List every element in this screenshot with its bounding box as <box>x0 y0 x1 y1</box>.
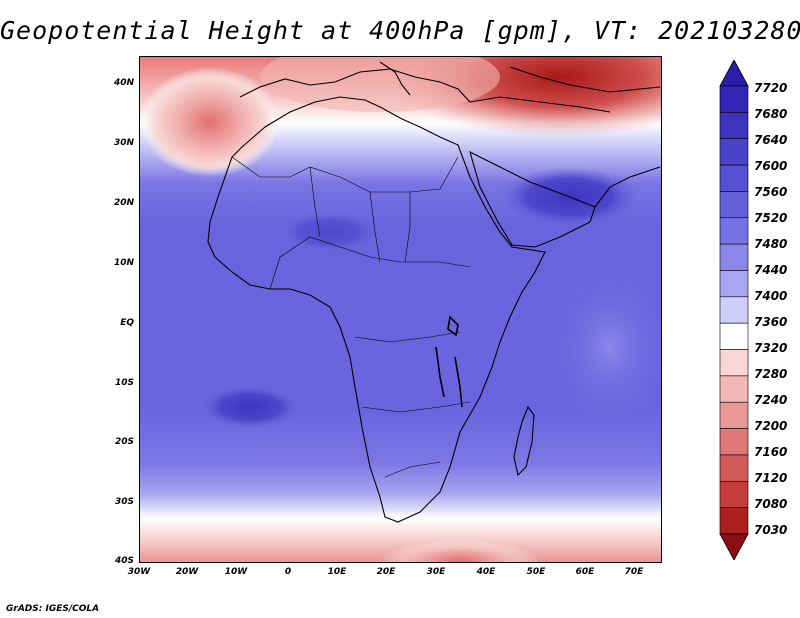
colorbar-swatch <box>719 138 749 166</box>
colorbar-label: 7640 <box>754 133 788 147</box>
lakes <box>435 315 463 408</box>
lon-label: 0 <box>284 567 292 577</box>
lon-label: 20W <box>175 567 199 577</box>
colorbar-label: 7720 <box>754 81 788 95</box>
colorbar-swatch <box>719 270 749 298</box>
lon-label: 70E <box>624 567 644 577</box>
colorbar-swatch <box>719 322 749 350</box>
height-field-map <box>140 57 661 562</box>
colorbar-label: 7360 <box>754 315 788 329</box>
colorbar-label: 7120 <box>754 471 788 485</box>
coastlines <box>207 61 661 523</box>
colorbar-top-triangle <box>719 60 749 87</box>
lon-label: 10E <box>327 567 347 577</box>
colorbar-label: 7240 <box>754 393 788 407</box>
lat-label: 30S <box>114 497 134 507</box>
lat-label: 40N <box>113 78 134 88</box>
low-height-north <box>260 57 500 112</box>
colorbar-label: 7160 <box>754 445 788 459</box>
lon-label: 20E <box>376 567 396 577</box>
lat-label: 30N <box>113 138 134 148</box>
colorbar-swatch <box>719 217 749 245</box>
colorbar-label: 7200 <box>754 419 788 433</box>
colorbar-label: 7560 <box>754 185 788 199</box>
colorbar-label: 7520 <box>754 211 788 225</box>
map-title: Geopotential Height at 400hPa [gpm], VT:… <box>0 16 800 45</box>
low-height-northwest <box>140 67 280 177</box>
high-height-atlantic <box>200 385 300 429</box>
colorbar-swatch <box>719 507 749 535</box>
colorbar-swatch <box>719 480 749 508</box>
colorbar-swatch <box>719 428 749 456</box>
colorbar-swatch <box>719 296 749 324</box>
map-plot <box>139 56 662 563</box>
colorbar-label: 7600 <box>754 159 788 173</box>
colorbar-swatch <box>719 375 749 403</box>
lon-label: 10W <box>224 567 248 577</box>
lat-label: EQ <box>120 318 134 328</box>
lat-label: 20S <box>114 437 134 447</box>
lat-label: 10S <box>114 378 134 388</box>
colorbar-label: 7680 <box>754 107 788 121</box>
colorbar-label: 7480 <box>754 237 788 251</box>
colorbar-swatch <box>719 401 749 429</box>
colorbar-swatch <box>719 85 749 113</box>
colorbar-swatch <box>719 112 749 140</box>
colorbar-swatch <box>719 243 749 271</box>
lon-label: 30E <box>426 567 446 577</box>
colorbar-label: 7400 <box>754 289 788 303</box>
lat-label: 20N <box>113 198 134 208</box>
country-borders <box>231 156 471 478</box>
lon-label: 40E <box>476 567 496 577</box>
lat-label: 10N <box>113 258 134 268</box>
lon-label: 30W <box>127 567 151 577</box>
lon-label: 50E <box>526 567 546 577</box>
colorbar-label: 7080 <box>754 497 788 511</box>
colorbar-label: 7320 <box>754 341 788 355</box>
credit-text: GrADS: IGES/COLA <box>6 604 100 614</box>
lat-label: 40S <box>114 556 134 566</box>
colorbar-swatch <box>719 454 749 482</box>
colorbar-label: 7030 <box>754 523 788 537</box>
colorbar-bottom-triangle <box>719 533 749 560</box>
lon-label: 60E <box>575 567 595 577</box>
colorbar <box>719 60 749 560</box>
indian-ocean-field <box>550 267 661 427</box>
high-height-sahel <box>280 212 380 252</box>
colorbar-swatch <box>719 349 749 377</box>
colorbar-label: 7280 <box>754 367 788 381</box>
colorbar-swatch <box>719 164 749 192</box>
colorbar-label: 7440 <box>754 263 788 277</box>
low-height-south <box>380 540 540 562</box>
colorbar-swatch <box>719 191 749 219</box>
